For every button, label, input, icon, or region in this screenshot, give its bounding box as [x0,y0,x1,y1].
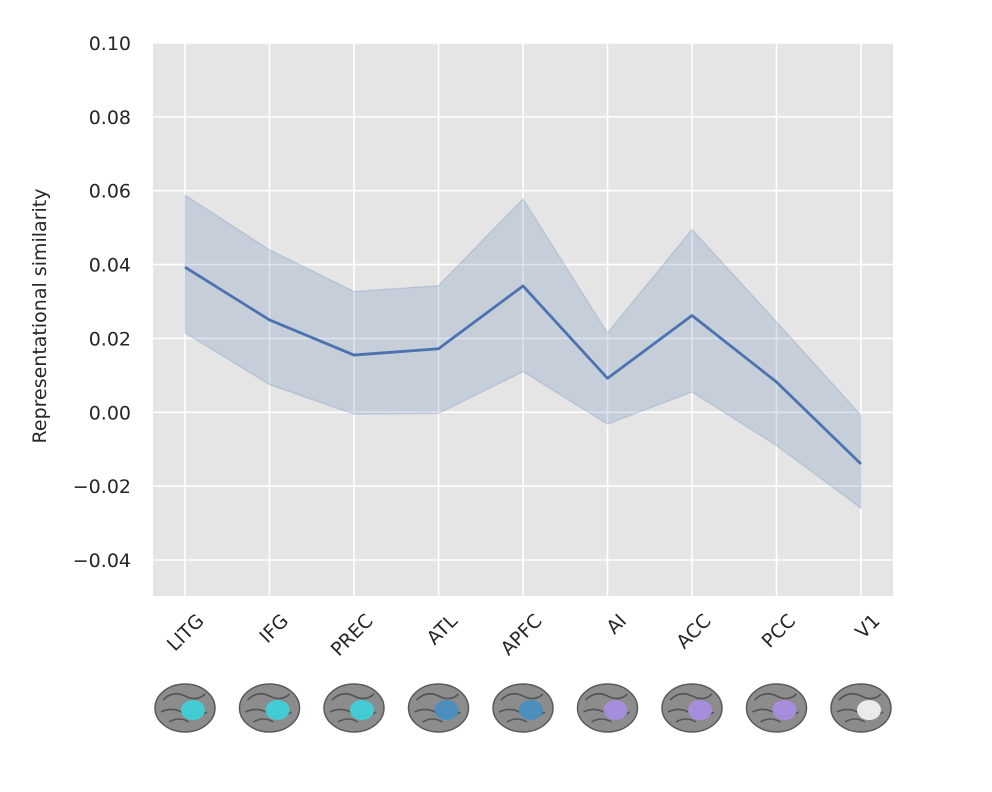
x-tick-label: LITG [163,610,209,656]
brain-thumbnail [323,683,385,733]
y-tick-label: 0.00 [89,402,131,424]
x-tick-label: V1 [851,610,884,643]
y-axis-label: Representational similarity [29,189,51,444]
brain-thumbnail [576,683,639,733]
x-tick-label: PCC [758,610,800,652]
brain-thumbnails [154,683,892,733]
brain-region-highlight [434,700,459,720]
brain-region-highlight [519,700,543,720]
brain-thumbnail [492,683,554,733]
brain-thumbnail [238,683,301,733]
brain-thumbnail [154,683,216,733]
brain-region-highlight [265,700,290,720]
brain-region-highlight [181,700,205,720]
brain-region-highlight [350,700,374,720]
brain-thumbnail [745,683,808,733]
x-tick-label: AI [602,610,631,639]
x-tick-label: APFC [497,610,547,660]
y-tick-label: 0.04 [89,255,131,277]
x-tick-label: ATL [423,610,463,650]
y-tick-label: −0.02 [73,476,131,498]
brain-thumbnail [830,683,892,733]
y-axis-ticks: 0.10 0.08 0.06 0.04 0.02 0.00 −0.02 −0.04 [73,33,131,572]
x-axis-ticks: LITG IFG PREC ATL APFC AI ACC PCC V1 [163,610,885,661]
y-tick-label: −0.04 [73,550,131,572]
brain-region-highlight [603,700,628,720]
x-tick-label: ACC [672,610,715,653]
brain-region-highlight [772,700,797,720]
y-tick-label: 0.08 [89,107,131,129]
x-tick-label: PREC [327,610,378,661]
brain-thumbnail [407,683,470,733]
y-tick-label: 0.10 [89,33,131,55]
x-tick-label: IFG [255,610,293,648]
confidence-band-layer [184,193,862,510]
brain-region-highlight [857,700,881,720]
series-line-layer [184,265,862,465]
y-tick-label: 0.02 [89,328,131,350]
confidence-band [184,193,862,510]
brain-region-highlight [688,700,712,720]
brain-thumbnail [661,683,723,733]
y-tick-label: 0.06 [89,181,131,203]
